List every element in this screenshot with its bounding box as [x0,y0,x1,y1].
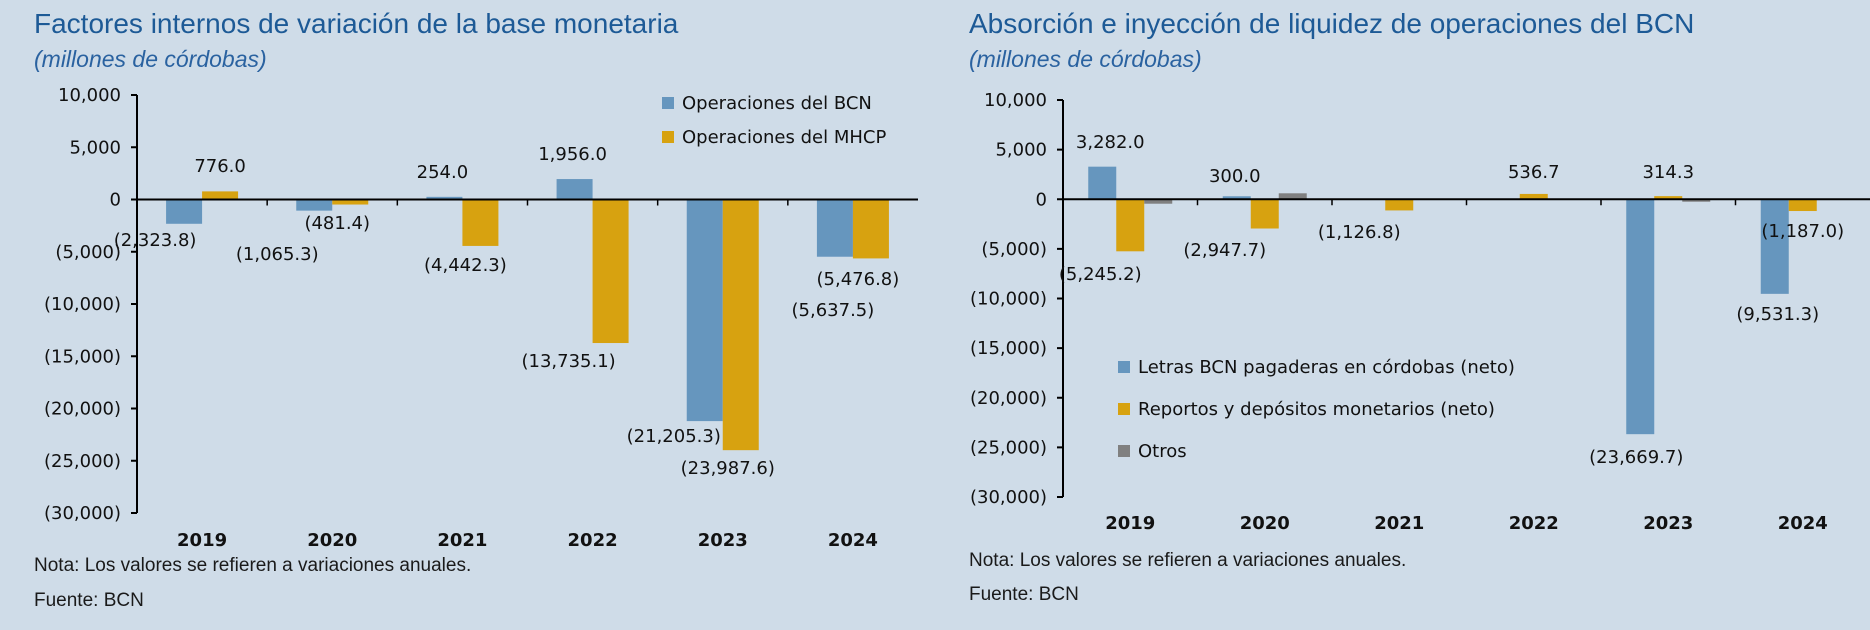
right-data-label: (2,947.7) [1183,240,1266,261]
left-chart-subtitle: (millones de córdobas) [34,46,267,72]
left-chart-source: Fuente: BCN [34,590,144,611]
left-data-label: (4,442.3) [424,255,507,276]
right-y-tick-label: (10,000) [970,289,1047,310]
right-bar-2-2021 [1385,199,1414,211]
right-bar-3-2023 [1682,199,1711,202]
right-y-tick-label: (30,000) [970,487,1047,508]
right-bar-1-2023 [1626,199,1655,435]
right-data-label: 3,282.0 [1076,132,1145,153]
right-data-label: (23,669.7) [1589,447,1683,468]
left-legend-swatch [662,131,674,143]
left-category-label: 2022 [568,530,618,551]
right-data-label: 300.0 [1209,166,1261,187]
right-data-label: 314.3 [1642,162,1694,183]
right-chart-source: Fuente: BCN [969,584,1079,605]
right-legend-swatch [1118,445,1130,457]
left-data-label: (21,205.3) [627,426,721,447]
right-data-label: (1,126.8) [1318,222,1401,243]
left-bar-1-2023 [686,199,723,422]
left-bar-2-2020 [332,199,369,205]
left-data-label: (1,065.3) [236,244,319,265]
right-category-label: 2019 [1105,513,1155,534]
right-bar-1-2019 [1088,166,1117,200]
right-bar-2-2024 [1788,199,1817,212]
left-bar-2-2021 [462,199,499,246]
right-y-tick-label: (25,000) [970,437,1047,458]
left-y-tick-label: (15,000) [44,346,121,367]
left-data-label: (481.4) [304,213,370,234]
left-legend-swatch [662,97,674,109]
right-data-label: 536.7 [1508,162,1560,183]
left-category-label: 2024 [828,530,878,551]
left-data-label: (5,476.8) [817,269,900,290]
left-category-label: 2021 [437,530,487,551]
right-y-tick-label: 5,000 [995,140,1047,161]
right-category-label: 2020 [1240,513,1290,534]
right-category-label: 2021 [1374,513,1424,534]
right-legend-label: Otros [1138,441,1187,462]
right-category-label: 2024 [1778,513,1828,534]
right-category-label: 2022 [1509,513,1559,534]
right-data-label: (5,245.2) [1059,264,1142,285]
right-bar-2-2023 [1654,196,1683,200]
left-chart-panel: Factores internos de variación de la bas… [34,8,918,611]
left-y-tick-label: (10,000) [44,294,121,315]
left-bar-1-2021 [426,196,463,200]
right-bar-1-2024 [1760,199,1789,294]
right-chart-subtitle: (millones de córdobas) [969,46,1202,72]
left-category-label: 2023 [698,530,748,551]
right-y-tick-label: 0 [1036,189,1047,210]
left-legend-label: Operaciones del MHCP [682,127,886,148]
right-y-tick-label: (20,000) [970,388,1047,409]
left-data-label: 776.0 [194,156,246,177]
left-category-label: 2019 [177,530,227,551]
left-bar-2-2023 [722,199,759,451]
left-data-label: (13,735.1) [521,351,615,372]
right-chart-note: Nota: Los valores se refieren a variacio… [969,550,1407,571]
right-y-tick-label: (15,000) [970,338,1047,359]
right-legend-label: Reportos y depósitos monetarios (neto) [1138,399,1495,420]
right-chart-title: Absorción e inyección de liquidez de ope… [969,8,1695,39]
right-legend-swatch [1118,403,1130,415]
left-bar-2-2019 [202,191,239,200]
left-y-tick-label: (5,000) [55,242,121,263]
left-y-tick-label: 5,000 [69,137,121,158]
left-bar-2-2024 [852,199,889,259]
left-y-tick-label: (20,000) [44,399,121,420]
right-bar-2-2019 [1116,199,1145,252]
left-data-label: (23,987.6) [681,458,775,479]
right-data-label: (9,531.3) [1736,304,1819,325]
left-y-tick-label: 10,000 [58,85,121,106]
left-bar-1-2024 [816,199,853,257]
left-bar-1-2019 [166,199,203,224]
right-bar-1-2020 [1222,196,1251,200]
left-data-label: (5,637.5) [792,300,875,321]
left-data-label: 254.0 [417,162,469,183]
left-category-label: 2020 [307,530,357,551]
left-bar-chart: 10,000 5,000 0 (5,000) (10,000) (15,000) (20,0… [44,85,918,551]
right-bar-3-2019 [1144,199,1173,204]
right-category-label: 2023 [1643,513,1693,534]
right-bar-chart: 10,000 5,000 0 (5,000) (10,000) (15,000) (20,0… [970,90,1870,534]
left-data-label: 1,956.0 [538,144,607,165]
left-bar-1-2020 [296,199,333,211]
left-chart-title: Factores internos de variación de la bas… [34,8,679,39]
right-legend-swatch [1118,361,1130,373]
left-data-label: (2,323.8) [114,230,197,251]
left-y-tick-label: 0 [110,190,121,211]
right-chart-panel: Absorción e inyección de liquidez de ope… [935,0,1870,630]
right-bar-2-2020 [1250,199,1279,229]
right-bar-2-2022 [1519,193,1548,200]
right-legend-label: Letras BCN pagaderas en córdobas (neto) [1138,357,1515,378]
left-bar-2-2022 [592,199,629,344]
left-chart-note: Nota: Los valores se refieren a variacio… [34,555,472,576]
right-y-tick-label: 10,000 [984,90,1047,111]
left-legend-label: Operaciones del BCN [682,93,872,114]
right-bar-3-2020 [1278,193,1307,200]
left-y-tick-label: (30,000) [44,503,121,524]
right-data-label: (1,187.0) [1761,221,1844,242]
left-y-tick-label: (25,000) [44,451,121,472]
right-y-tick-label: (5,000) [981,239,1047,260]
left-bar-1-2022 [556,179,593,200]
